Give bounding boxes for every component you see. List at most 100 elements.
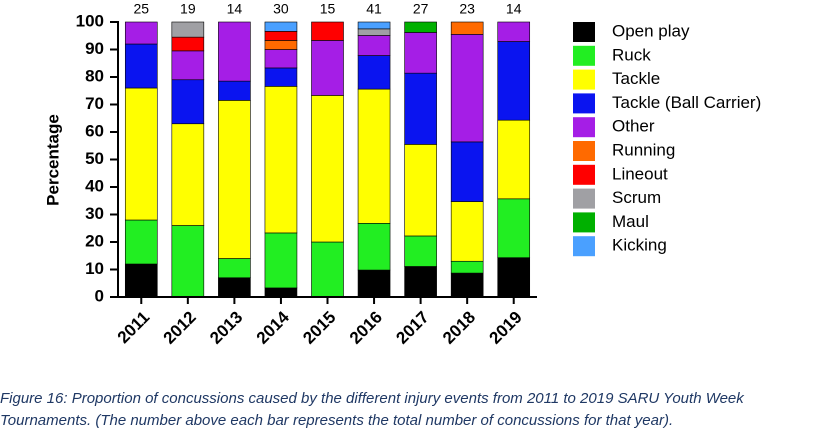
bar-segment xyxy=(357,88,391,224)
bar-segment xyxy=(450,260,484,274)
bar-total: 27 xyxy=(413,1,429,17)
legend-label: Maul xyxy=(612,212,649,231)
bar-segment xyxy=(124,219,158,265)
bar-segment xyxy=(264,49,298,69)
y-tick-label: 90 xyxy=(85,39,104,58)
bar-segment xyxy=(404,72,437,145)
bar-segment xyxy=(264,86,298,234)
bar-segment xyxy=(497,119,531,200)
bar-segment xyxy=(124,87,158,221)
bar-segment xyxy=(171,225,205,298)
bar-segment xyxy=(357,21,391,30)
bar-segment xyxy=(218,21,251,82)
legend-label: Running xyxy=(612,140,675,159)
bar-segment xyxy=(124,43,158,89)
bar-segment xyxy=(497,198,531,258)
legend-label: Open play xyxy=(612,21,690,40)
legend-swatch xyxy=(573,164,595,185)
bar-segment xyxy=(450,21,484,35)
legend-swatch xyxy=(573,22,595,42)
caption-label: Figure 16: xyxy=(0,390,68,407)
legend-swatch xyxy=(573,117,595,138)
bar-segment xyxy=(218,80,251,101)
bar-segment xyxy=(450,34,484,143)
bar-total: 14 xyxy=(227,1,243,17)
legend-swatch xyxy=(573,212,595,233)
bar-segment xyxy=(404,266,437,298)
bar-segment xyxy=(171,79,205,125)
bar-segment xyxy=(357,269,391,298)
legend-swatch xyxy=(573,69,595,90)
bar-segment xyxy=(264,40,298,50)
y-axis-label: Percentage xyxy=(43,114,62,206)
bar-segment xyxy=(450,141,484,202)
caption: Figure 16: Proportion of concussions cau… xyxy=(0,388,830,432)
legend-label: Scrum xyxy=(612,188,661,207)
legend-label: Tackle (Ball Carrier) xyxy=(612,93,761,112)
y-tick-label: 60 xyxy=(85,121,104,140)
x-tick-label: 2012 xyxy=(160,308,200,348)
legend-swatch xyxy=(573,236,595,257)
bar-segment xyxy=(218,277,251,298)
bar-segment xyxy=(264,287,298,298)
x-tick-label: 2013 xyxy=(206,308,246,348)
bar-segment xyxy=(171,36,205,52)
x-tick-label: 2015 xyxy=(299,308,339,348)
bar-total: 14 xyxy=(506,1,522,17)
legend-swatch xyxy=(573,93,595,114)
y-tick-label: 20 xyxy=(85,231,104,250)
legend-label: Other xyxy=(612,117,655,136)
y-tick-label: 100 xyxy=(76,11,104,30)
bar-segment xyxy=(497,257,531,298)
x-tick-label: 2014 xyxy=(253,307,294,348)
bar-total: 41 xyxy=(366,1,382,17)
y-tick-label: 10 xyxy=(85,259,104,278)
bar-segment xyxy=(357,28,391,36)
bar-segment xyxy=(264,31,298,41)
x-tick-label: 2016 xyxy=(346,308,386,348)
bar-segment xyxy=(171,123,205,226)
bar-segment xyxy=(218,258,251,279)
chart: Percentage 0 10 20 30 40 50 60 70 80 90 100 25 2011 1… xyxy=(43,1,761,348)
bar-segment xyxy=(450,272,484,298)
bar-segment xyxy=(124,21,158,45)
x-tick-label: 2017 xyxy=(392,308,432,348)
legend-swatch xyxy=(573,141,595,161)
y-tick-label: 0 xyxy=(95,286,104,305)
bar-segment xyxy=(404,32,437,74)
legend-swatch xyxy=(573,188,595,209)
bar-segment xyxy=(264,67,298,87)
x-tick-label: 2019 xyxy=(486,308,526,348)
x-tick-label: 2011 xyxy=(114,308,154,348)
y-tick-label: 30 xyxy=(85,204,104,223)
bar-segment xyxy=(264,21,298,32)
bar-segment xyxy=(357,55,391,90)
bar-segment xyxy=(357,223,391,271)
y-tick-label: 50 xyxy=(85,149,104,168)
bar-segment xyxy=(311,95,344,243)
bar-segment xyxy=(404,21,437,33)
legend-label: Kicking xyxy=(612,236,667,255)
bar-segment xyxy=(218,100,251,259)
bar-segment xyxy=(311,40,344,96)
legend-label: Tackle xyxy=(612,69,660,88)
caption-text: Proportion of concussions caused by the … xyxy=(0,390,744,429)
bar-segment xyxy=(124,263,158,298)
legend-label: Lineout xyxy=(612,164,668,183)
bar-segment xyxy=(497,21,531,42)
bar-total: 30 xyxy=(273,1,289,17)
bar-segment xyxy=(311,21,344,41)
bar-segment xyxy=(171,50,205,81)
bar-segment xyxy=(171,21,205,38)
y-tick-label: 40 xyxy=(85,176,104,195)
x-tick-label: 2018 xyxy=(439,308,479,348)
y-tick-label: 70 xyxy=(85,94,104,113)
bar-total: 23 xyxy=(459,1,475,17)
bar-segment xyxy=(404,235,437,267)
legend-label: Ruck xyxy=(612,45,651,64)
bar-segment xyxy=(311,241,344,298)
bar-total: 15 xyxy=(320,1,336,17)
legend-swatch xyxy=(573,45,595,66)
bar-total: 19 xyxy=(180,1,196,17)
